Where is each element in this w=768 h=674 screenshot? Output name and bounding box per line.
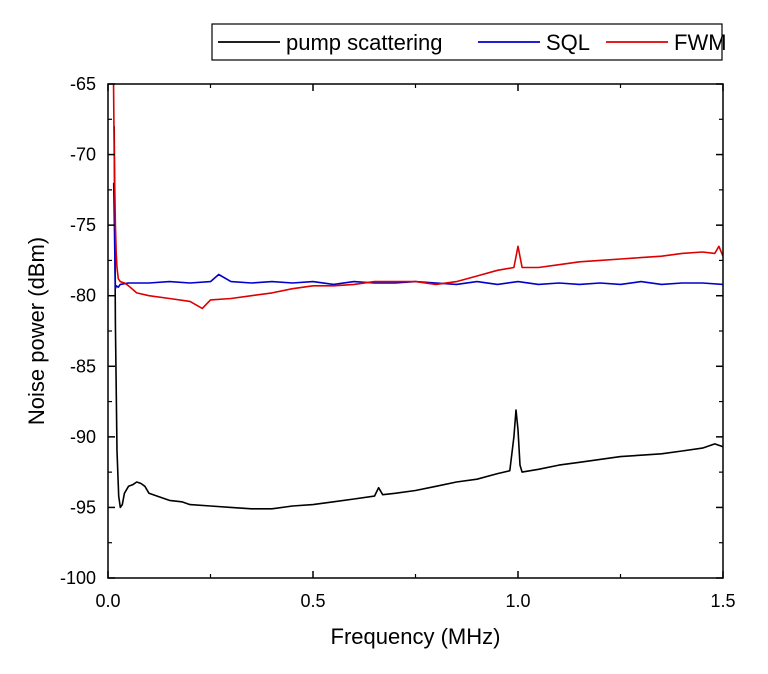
axis-ticks: 0.0 0.5 1.0 1.5 -100 -95 -90 -85 -80 -75 -70 -65	[60, 74, 736, 611]
x-axis-title: Frequency (MHz)	[331, 624, 501, 649]
y-tick-label: -95	[70, 497, 96, 517]
y-tick-label: -85	[70, 356, 96, 376]
y-tick-label: -70	[70, 145, 96, 165]
y-tick-label: -65	[70, 74, 96, 94]
series-line-pump-scattering	[113, 126, 723, 510]
legend: pump scattering SQL FWM	[211, 23, 727, 61]
x-tick-label: 0.0	[95, 591, 120, 611]
y-tick-label: -80	[70, 286, 96, 306]
x-tick-label: 0.5	[300, 591, 325, 611]
x-tick-label: 1.0	[505, 591, 530, 611]
y-tick-label: -100	[60, 568, 96, 588]
y-tick-label: -90	[70, 427, 96, 447]
y-tick-label: -75	[70, 215, 96, 235]
plot-lines	[112, 84, 723, 510]
y-axis-title: Noise power (dBm)	[24, 237, 49, 425]
legend-label: pump scattering	[286, 30, 443, 55]
x-tick-label: 1.5	[710, 591, 735, 611]
series-line-fwm	[112, 84, 723, 310]
legend-label: SQL	[546, 30, 590, 55]
series-line-sql	[112, 182, 723, 290]
legend-label: FWM	[674, 30, 727, 55]
plot-frame	[107, 83, 724, 579]
